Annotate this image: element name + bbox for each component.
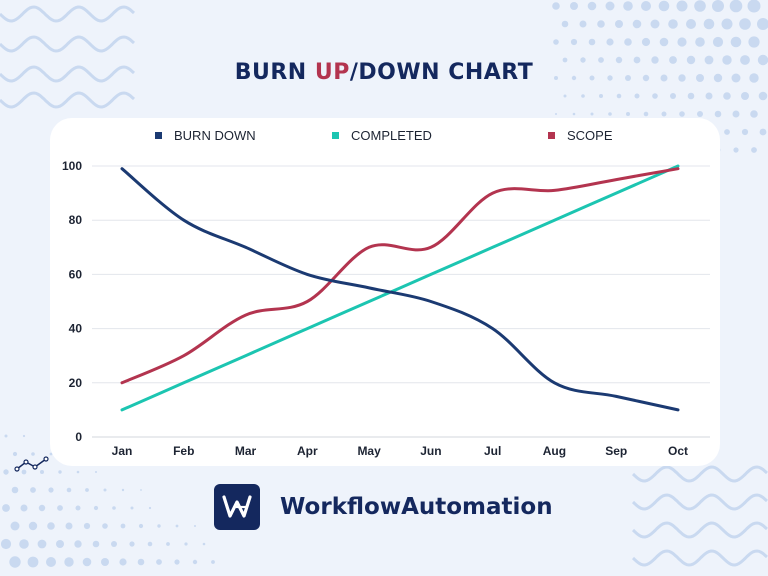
x-tick-label: May [357,444,381,458]
legend-label-burn-down: BURN DOWN [174,128,256,143]
y-tick-labels: 0 20 40 60 80 100 [62,159,82,444]
title-part2: /DOWN CHART [349,60,534,85]
y-tick-label: 100 [62,159,82,173]
title-part1: BURN [234,60,315,85]
y-tick-label: 20 [69,376,83,390]
x-tick-label: Sep [605,444,627,458]
x-tick-label: Aug [543,444,566,458]
legend-item-scope: SCOPE [548,128,613,143]
y-tick-label: 60 [69,267,83,281]
legend-item-burn-down: BURN DOWN [155,128,256,143]
dot-pattern-top-right [552,0,768,153]
title-highlight: UP [314,60,350,85]
legend-swatch-scope [548,132,555,139]
wave-decoration-top-left [0,5,136,109]
legend-swatch-burn-down [155,132,162,139]
series-line-scope [120,167,680,385]
series-line-burn-down [120,167,680,412]
x-tick-label: Mar [235,444,257,458]
x-tick-label: Jan [112,444,133,458]
x-tick-label: Jun [420,444,441,458]
brand: WorkflowAutomation [214,484,553,530]
y-tick-label: 0 [75,430,82,444]
x-tick-label: Oct [668,444,688,458]
legend-item-completed: COMPLETED [332,128,432,143]
chart-legend: BURN DOWN COMPLETED SCOPE [0,128,768,150]
chart-title: BURN UP/DOWN CHART [0,60,768,85]
trend-line-icon [14,456,49,472]
y-tick-label: 40 [69,322,83,336]
x-tick-label: Apr [297,444,318,458]
series-line-completed [120,164,680,412]
x-tick-labels: Jan Feb Mar Apr May Jun Jul Aug Sep Oct [112,444,688,458]
legend-swatch-completed [332,132,339,139]
y-tick-label: 80 [69,213,83,227]
brand-name: WorkflowAutomation [280,494,553,520]
legend-label-completed: COMPLETED [351,128,432,143]
dot-pattern-bottom-left [0,434,215,568]
workflow-logo-icon [214,484,260,530]
x-tick-label: Feb [173,444,194,458]
x-tick-label: Jul [484,444,501,458]
wave-decoration-bottom-right [631,465,768,567]
legend-label-scope: SCOPE [567,128,613,143]
